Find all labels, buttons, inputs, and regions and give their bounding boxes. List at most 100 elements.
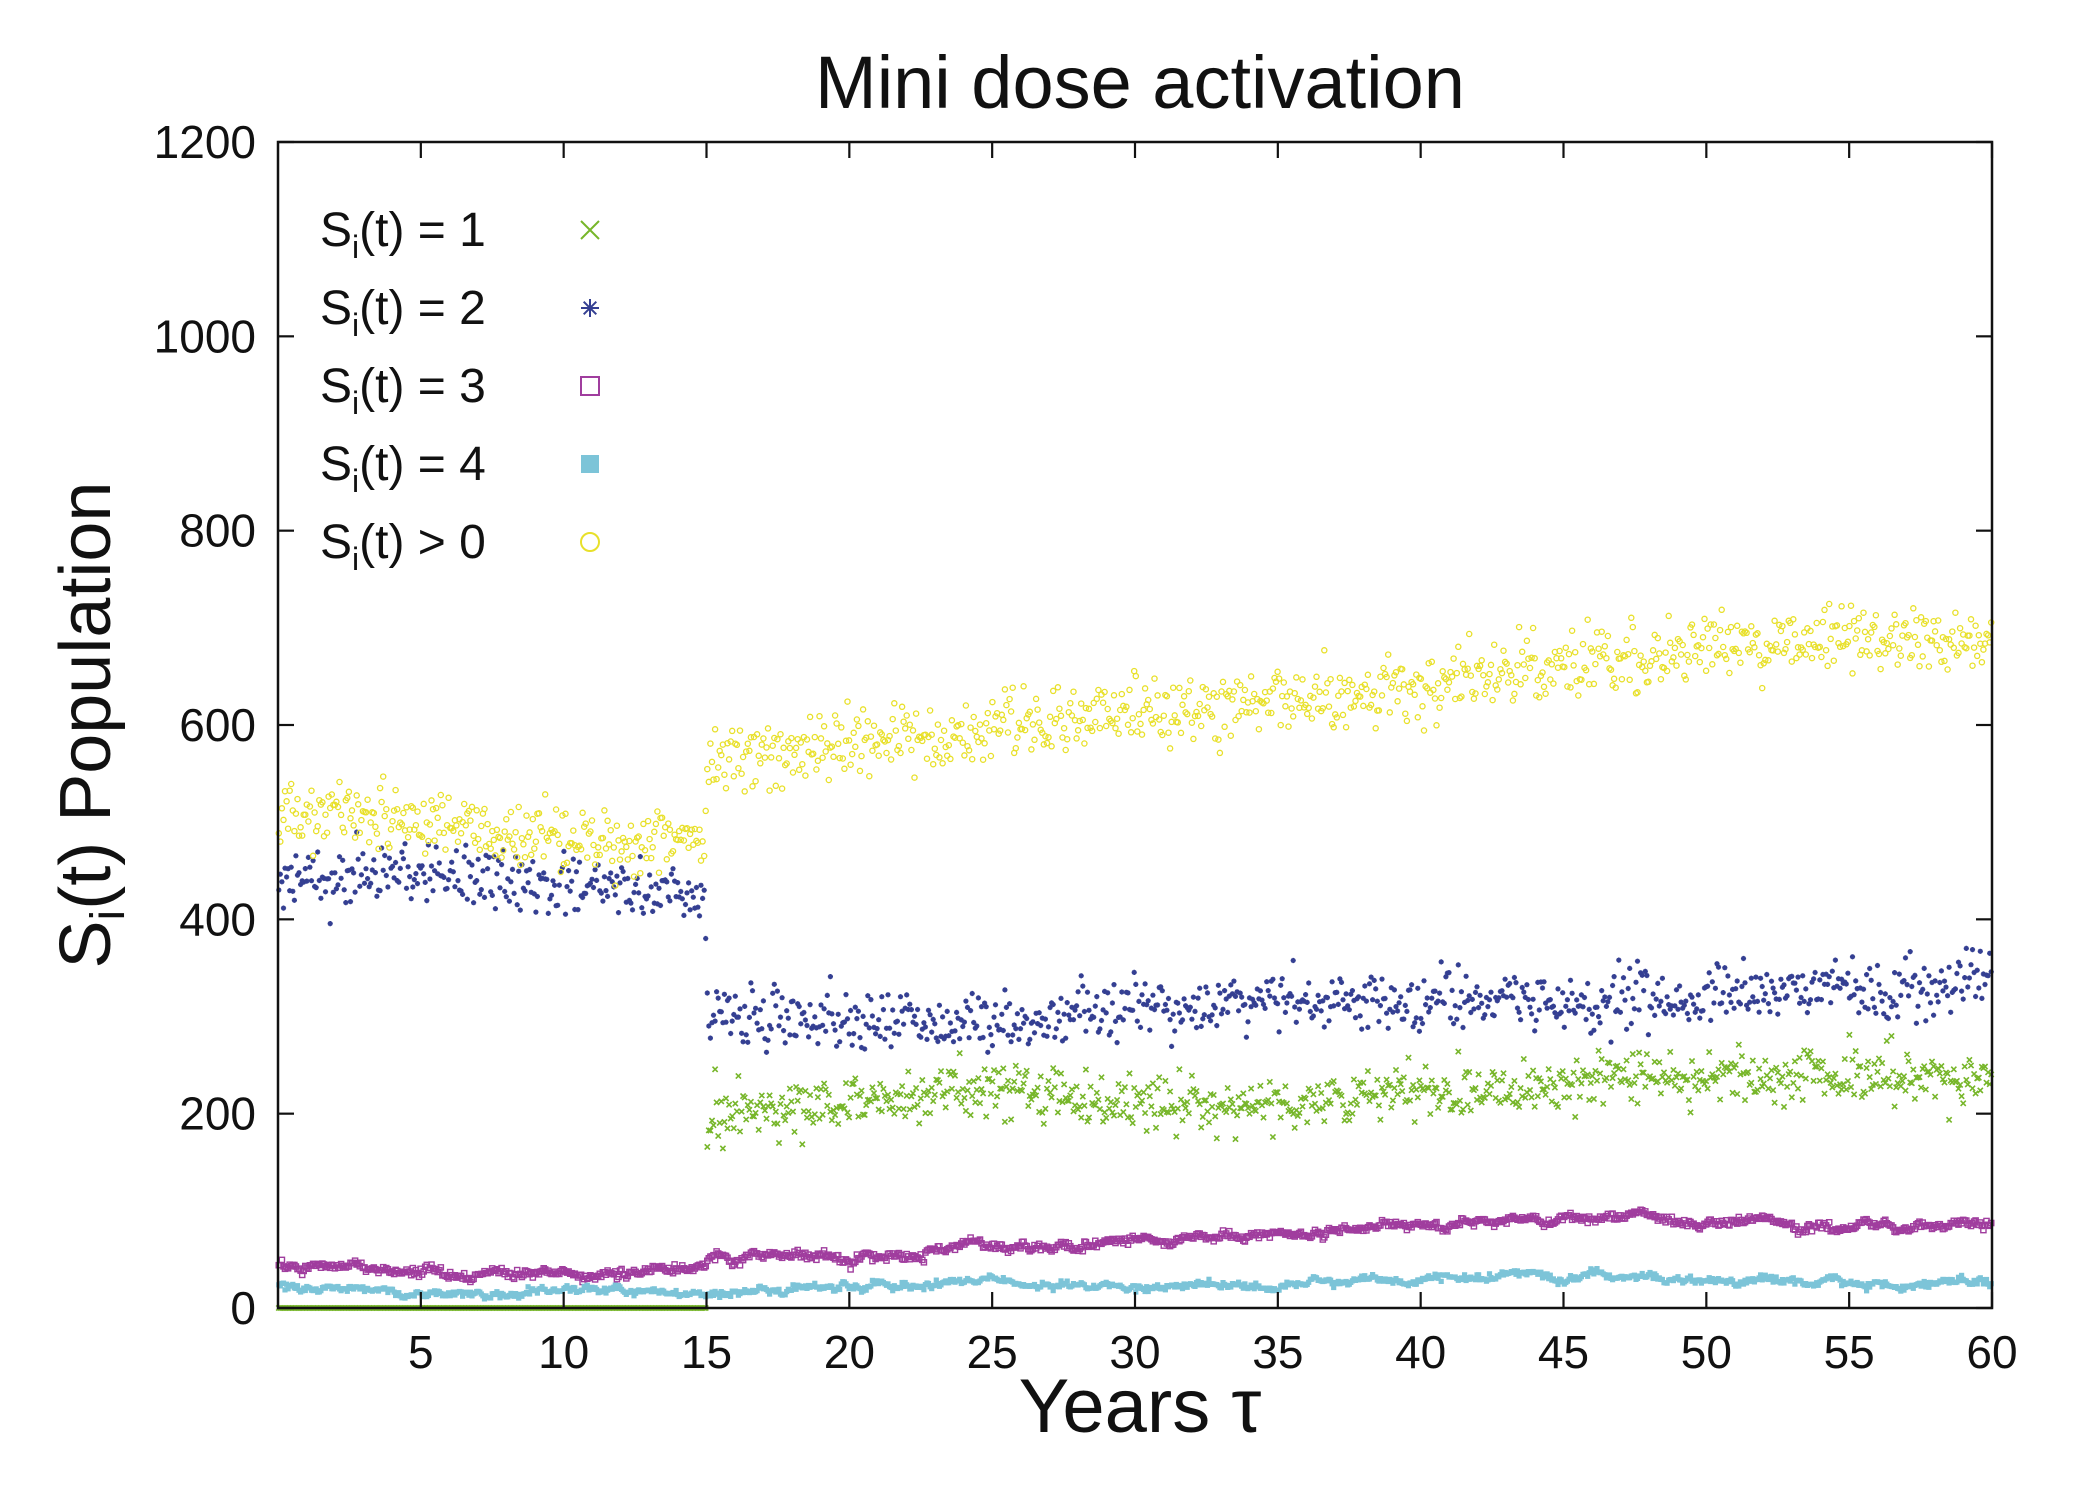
data-point (534, 1290, 540, 1296)
data-point (645, 893, 651, 899)
data-point (757, 1007, 763, 1013)
data-point (1058, 1278, 1064, 1284)
data-point (1274, 1089, 1281, 1096)
data-point (1099, 699, 1107, 706)
data-point (1829, 1084, 1836, 1091)
data-point (1708, 1278, 1714, 1285)
data-point (860, 1288, 866, 1294)
data-point (1775, 1011, 1781, 1017)
data-point (1589, 1267, 1595, 1273)
data-point (780, 1112, 787, 1119)
data-point (1365, 1024, 1371, 1031)
data-point (991, 1014, 997, 1020)
data-point (1513, 979, 1519, 986)
data-point (791, 1128, 798, 1135)
data-point (1493, 1276, 1499, 1282)
data-point (1818, 1065, 1825, 1072)
data-point (640, 910, 647, 916)
data-point (908, 746, 915, 754)
data-point (1121, 706, 1129, 714)
data-point (425, 1292, 431, 1298)
data-point (340, 828, 348, 836)
data-point (278, 1256, 286, 1264)
data-point (1357, 1013, 1363, 1019)
data-point (973, 1086, 980, 1094)
data-point (926, 707, 934, 714)
data-point (1427, 1004, 1433, 1011)
data-point (1704, 1085, 1711, 1092)
data-point (1675, 1006, 1681, 1012)
data-point (822, 748, 829, 755)
data-point (1807, 997, 1814, 1003)
data-point (444, 885, 450, 892)
data-point (1648, 1005, 1655, 1011)
data-point (715, 1290, 721, 1296)
data-point (1338, 979, 1345, 986)
data-point (1728, 999, 1734, 1006)
data-point (1355, 994, 1362, 1000)
data-point (1438, 1093, 1445, 1100)
data-point (1069, 1004, 1075, 1010)
data-point (888, 1284, 894, 1291)
data-point (842, 737, 850, 745)
data-point (665, 894, 671, 900)
data-point (1182, 709, 1189, 716)
data-point (989, 1042, 996, 1049)
data-point (1554, 1103, 1562, 1111)
data-point (911, 774, 918, 781)
data-point (576, 859, 583, 865)
data-point (1955, 1085, 1962, 1092)
data-point (1954, 970, 1960, 977)
data-point (738, 1030, 745, 1036)
data-point (1062, 746, 1069, 754)
data-point (1768, 978, 1775, 984)
data-point (1563, 1003, 1569, 1009)
data-point (603, 1290, 609, 1296)
data-point (936, 1002, 943, 1008)
data-point (1256, 996, 1262, 1002)
data-point (1236, 1279, 1242, 1285)
data-point (1369, 997, 1376, 1003)
data-point (1443, 974, 1449, 980)
data-point (1419, 1020, 1426, 1027)
data-point (1864, 1058, 1872, 1065)
data-point (1078, 1114, 1085, 1121)
data-point (1067, 1016, 1073, 1023)
data-point (1768, 1273, 1775, 1279)
data-point (1085, 1114, 1093, 1121)
data-point (1900, 1073, 1908, 1080)
data-point (860, 1013, 866, 1020)
data-point (1561, 1024, 1567, 1030)
data-point (1498, 1077, 1506, 1084)
data-point (1497, 1272, 1503, 1278)
data-point (1132, 672, 1140, 680)
data-point (905, 1283, 911, 1289)
data-point (475, 856, 481, 862)
data-point (1276, 1287, 1282, 1293)
data-point (1368, 1274, 1374, 1280)
data-point (1909, 1282, 1915, 1288)
data-point (1567, 977, 1574, 983)
data-point (1137, 720, 1144, 728)
data-point (1162, 1077, 1169, 1085)
data-point (541, 791, 549, 798)
data-point (853, 716, 861, 723)
data-point (992, 1002, 999, 1008)
data-point (1506, 1090, 1513, 1098)
data-point (1161, 1008, 1167, 1014)
data-point (1472, 1277, 1479, 1283)
data-point (480, 868, 486, 874)
data-point (975, 995, 982, 1001)
data-point (1087, 724, 1094, 731)
data-point (1784, 993, 1790, 999)
data-point (1897, 1082, 1904, 1090)
data-point (633, 834, 641, 841)
data-point (1543, 1274, 1549, 1280)
data-point (1638, 1273, 1644, 1279)
data-point (1859, 999, 1865, 1005)
data-point (1097, 1026, 1103, 1032)
data-point (833, 1043, 840, 1049)
data-point (858, 1044, 865, 1051)
data-point (1158, 984, 1164, 990)
data-point (1430, 1090, 1437, 1097)
